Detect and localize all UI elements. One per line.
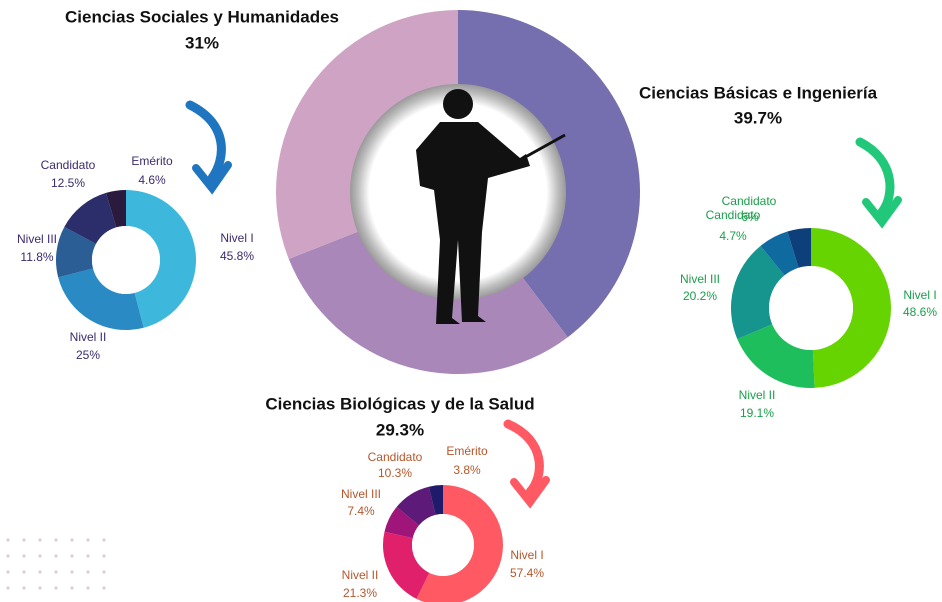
segment-name: Nivel III — [17, 232, 57, 246]
donut-hole — [769, 266, 853, 350]
segment-value: 12.5% — [51, 176, 85, 190]
segment-name: Emérito — [131, 154, 173, 168]
segment-name: Ciencias Sociales y Humanidades — [65, 7, 339, 26]
segment-value: 4.6% — [138, 173, 166, 187]
segment-name: Nivel III — [680, 272, 720, 286]
donut-segment — [288, 227, 568, 374]
segment-name: Candidato — [722, 194, 777, 208]
segment-name: Nivel I — [220, 231, 253, 245]
donut-segment — [396, 486, 436, 526]
segment-value: 39.7% — [734, 108, 782, 127]
segment-name: Nivel II — [70, 330, 107, 344]
donut-segment — [64, 192, 117, 244]
donut-segment — [737, 324, 815, 388]
segment-name: Nivel II — [342, 568, 379, 582]
segment-name: Candidato — [41, 158, 96, 172]
donut-segment — [105, 190, 126, 228]
segment-value: 25% — [76, 348, 100, 362]
segment-value: 19.1% — [740, 406, 774, 420]
segment-name: Emérito — [446, 444, 488, 458]
donut-segment — [384, 506, 420, 539]
arrows — [185, 100, 902, 509]
segment-name: Nivel II — [739, 388, 776, 402]
segment-value: 6% — [741, 210, 759, 224]
segment-name: Candidato — [368, 450, 423, 464]
segment-value: 7.4% — [347, 504, 375, 518]
donut-segment — [428, 485, 443, 515]
donut-segment — [55, 226, 97, 278]
donut-hole — [92, 226, 160, 294]
donut-segment — [458, 10, 640, 338]
segment-value: 10.3% — [378, 466, 412, 480]
segment-name: Nivel I — [903, 288, 936, 302]
donut-segment — [126, 190, 196, 328]
segment-name: Ciencias Básicas e Ingeniería — [639, 83, 878, 102]
donut-segment — [760, 231, 799, 276]
segment-value: 20.2% — [683, 289, 717, 303]
segment-value: 3.8% — [453, 463, 481, 477]
donut-segment — [383, 531, 430, 599]
segment-value: 4.7% — [719, 229, 747, 243]
donut-hole — [412, 514, 474, 576]
segment-name: Nivel III — [341, 487, 381, 501]
segment-name: Candidato — [706, 208, 761, 222]
segment-value: 31% — [185, 33, 219, 52]
donut-segment — [731, 245, 785, 340]
segment-value: 48.6% — [903, 305, 937, 319]
segment-value: 45.8% — [220, 249, 254, 263]
presenter-silhouette — [416, 89, 566, 324]
segment-value: 21.3% — [343, 586, 377, 600]
donut-segment — [416, 485, 503, 602]
decor-dots — [6, 538, 106, 590]
segment-name: Ciencias Biológicas y de la Salud — [265, 394, 534, 413]
donut-segment — [787, 228, 811, 268]
segment-value: 29.3% — [376, 420, 424, 439]
donut-segment — [811, 228, 891, 388]
segment-value: 57.4% — [510, 566, 544, 580]
segment-name: Nivel I — [510, 548, 543, 562]
segment-value: 11.8% — [20, 250, 53, 264]
donut-segment — [58, 268, 144, 330]
